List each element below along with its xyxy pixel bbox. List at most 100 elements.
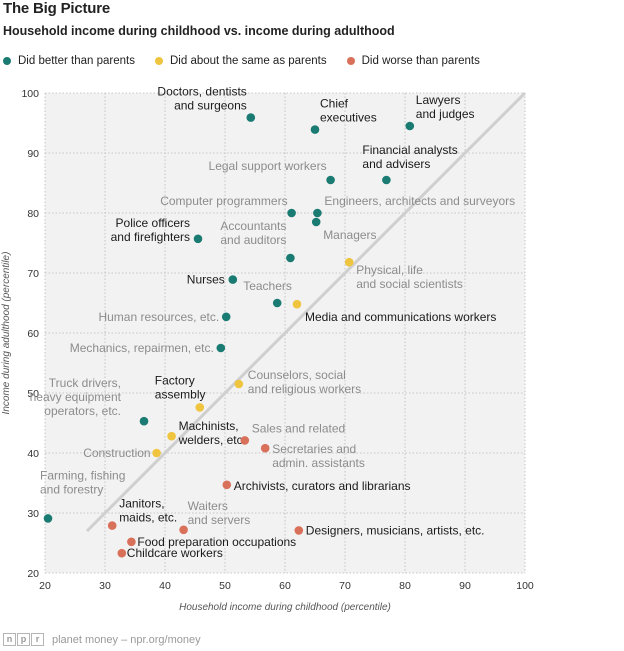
x-axis-label: Household income during childhood (perce… (179, 602, 391, 613)
legend-label: Did about the same as parents (170, 55, 327, 67)
data-point (107, 521, 117, 530)
legend-marker-icon (346, 57, 355, 65)
data-point (221, 312, 231, 322)
data-label-line: Media and communications workers (305, 310, 496, 324)
y-tick-label: 70 (27, 268, 39, 280)
data-label: Engineers, architects and surveyors (324, 194, 515, 208)
data-point (193, 234, 203, 244)
data-label-line: and auditors (220, 233, 286, 247)
data-label: Police officers and firefighters (111, 216, 190, 244)
data-label-line: Janitors, (119, 497, 164, 511)
npr-logo: n p r (3, 633, 45, 646)
npr-logo-letter: r (31, 633, 44, 646)
data-point (127, 537, 136, 547)
data-label-line: operators, etc. (44, 404, 121, 418)
data-point (292, 299, 302, 309)
data-label: Nurses (187, 273, 225, 287)
legend-marker-icon (155, 57, 163, 65)
data-label: Human resources, etc. (98, 310, 219, 324)
data-label: Machinists, welders, etc. (178, 419, 246, 447)
x-tick-label: 40 (159, 580, 171, 592)
legend: Did better than parents Did about the sa… (3, 53, 500, 69)
data-label-line: maids, etc. (119, 511, 177, 525)
data-point (294, 526, 304, 535)
legend-marker-icon (3, 57, 11, 65)
data-label-line: and surgeons (174, 99, 247, 113)
data-label-line: Nurses (187, 273, 225, 287)
data-label-line: Managers (323, 228, 376, 242)
npr-logo-letter: p (17, 633, 30, 646)
x-tick-label: 50 (219, 580, 231, 592)
data-point (405, 121, 415, 131)
reference-line (85, 91, 527, 533)
data-label-line: Construction (83, 446, 150, 460)
chart-title: The Big Picture (3, 0, 111, 17)
data-label-line: and firefighters (111, 230, 190, 244)
data-point (313, 208, 322, 218)
data-label-line: and judges (416, 107, 475, 121)
data-point (234, 379, 244, 389)
data-point (287, 208, 296, 218)
data-label: Truck drivers, heavy equipment operators, … (30, 376, 122, 418)
y-tick-label: 30 (27, 508, 39, 520)
data-point (326, 175, 335, 185)
data-label-line: assembly (155, 387, 206, 401)
data-label: Accountants and auditors (220, 219, 286, 247)
chart-subtitle: Household income during childhood vs. in… (3, 24, 395, 38)
data-label: Factory assembly (155, 373, 206, 401)
data-label-line: Food preparation occupations (137, 535, 296, 549)
x-tick-label: 90 (459, 580, 471, 592)
data-label-line: Financial analysts (362, 143, 457, 157)
data-point (179, 525, 188, 535)
data-point (43, 514, 53, 523)
data-label-line: Counselors, social (248, 368, 346, 382)
footer-credit: planet money – npr.org/money (52, 633, 201, 646)
data-label: Farming, fishing and forestry (40, 468, 125, 496)
data-label: Managers (323, 228, 376, 242)
y-tick-label: 90 (27, 148, 39, 160)
data-label-line: and forestry (40, 482, 103, 496)
data-label-line: Teachers (243, 279, 292, 293)
y-tick-label: 80 (27, 208, 39, 220)
legend-label: Did better than parents (18, 55, 135, 67)
data-label-line: heavy equipment (30, 390, 122, 404)
data-label: Chief executives (320, 97, 377, 125)
data-label-line: Accountants (220, 219, 286, 233)
data-label-line: Factory (155, 373, 195, 387)
data-label: Archivists, curators and librarians (234, 479, 411, 493)
x-tick-label: 70 (339, 580, 351, 592)
data-label-line: Computer programmers (160, 194, 287, 208)
data-label: Financial analysts and advisers (362, 143, 457, 171)
data-point (311, 217, 321, 227)
data-label: Lawyers and judges (416, 93, 475, 121)
data-label: Counselors, social and religious workers (248, 368, 361, 396)
data-point (272, 298, 282, 308)
legend-item-better: Did better than parents (3, 55, 135, 67)
data-label-line: Childcare workers (127, 546, 223, 560)
y-tick-label: 50 (27, 388, 39, 400)
data-point (152, 448, 161, 458)
data-point (167, 431, 176, 441)
data-label-line: Police officers (116, 216, 190, 230)
x-tick-label: 30 (99, 580, 111, 592)
data-point (117, 548, 127, 558)
x-tick-label: 80 (399, 580, 411, 592)
npr-logo-letter: n (3, 633, 16, 646)
data-label-line: Physical, life (356, 263, 423, 277)
y-tick-label: 20 (27, 568, 39, 580)
y-tick-label: 40 (27, 448, 39, 460)
data-label-line: Truck drivers, (49, 376, 121, 390)
data-label-line: and religious workers (248, 382, 361, 396)
y-tick-label: 100 (21, 88, 39, 100)
data-label-line: Archivists, curators and librarians (234, 479, 411, 493)
data-point (228, 275, 238, 284)
y-axis-label: Income during adulthood (percentile) (1, 252, 12, 415)
legend-item-same: Did about the same as parents (155, 55, 327, 67)
data-label-line: Sales and related (252, 421, 345, 435)
data-label: Teachers (243, 279, 292, 293)
data-point (139, 416, 149, 426)
data-point (240, 436, 250, 445)
data-label-line: Doctors, dentists (157, 85, 246, 99)
data-label: Media and communications workers (305, 310, 496, 324)
data-point (222, 480, 232, 490)
